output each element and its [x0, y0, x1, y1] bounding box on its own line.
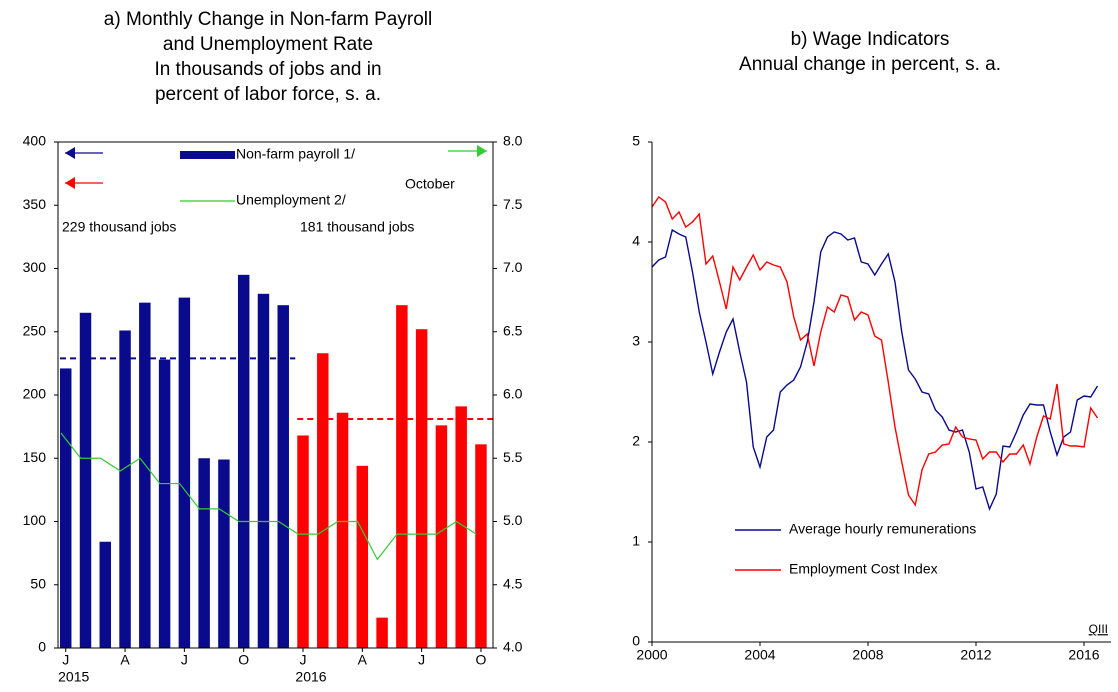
x-end-label: QIII	[1089, 622, 1108, 636]
bar	[336, 412, 349, 648]
legend-label: Unemployment 2/	[236, 192, 346, 208]
bar	[257, 293, 270, 648]
legend-swatch	[180, 151, 235, 159]
chart-title: a) Monthly Change in Non-farm Payroll	[104, 9, 432, 30]
bar	[178, 297, 191, 648]
arrow-head	[477, 145, 487, 157]
bar	[158, 359, 171, 648]
x-tick-label: 2004	[744, 647, 775, 663]
y2-tick-label: 6.0	[503, 386, 523, 402]
x-tick-label: 2000	[636, 647, 667, 663]
bar	[119, 330, 131, 648]
annotation: October	[405, 176, 455, 192]
y2-tick-label: 8.0	[503, 133, 523, 149]
legend-label: Non-farm payroll 1/	[236, 146, 355, 162]
axes	[651, 142, 1111, 643]
x-tick-label: A	[358, 652, 368, 668]
bar	[218, 459, 230, 648]
plot-frame	[57, 141, 494, 649]
y-tick-label: 5	[632, 133, 640, 149]
x-year-label: 2015	[58, 669, 89, 685]
x-tick-label: J	[62, 652, 69, 668]
y2-tick-label: 7.0	[503, 259, 523, 275]
y-tick-label: 1	[632, 533, 640, 549]
average-label: 181 thousand jobs	[300, 219, 414, 235]
x-tick-label: 2016	[1068, 647, 1099, 663]
bar	[198, 458, 210, 648]
bar	[79, 312, 92, 648]
y-tick-label: 2	[632, 433, 640, 449]
x-tick-label: A	[120, 652, 130, 668]
x-tick-label: J	[418, 652, 425, 668]
x-tick-label: O	[476, 652, 487, 668]
chart-title: and Unemployment Rate	[163, 34, 373, 55]
line	[651, 228, 1099, 511]
y-tick-label: 350	[23, 196, 47, 212]
arrow-head	[65, 147, 75, 159]
y-tick-label: 50	[30, 575, 46, 591]
y-tick-label: 0	[38, 639, 46, 655]
bar	[60, 368, 72, 648]
chart-subtitle: percent of labor force, s. a.	[155, 84, 381, 105]
y-tick-label: 300	[23, 259, 47, 275]
line	[60, 432, 477, 561]
x-year-label: 2016	[295, 669, 326, 685]
bar	[475, 444, 487, 648]
y2-tick-label: 5.5	[503, 449, 523, 465]
y-tick-label: 100	[23, 512, 47, 528]
chart-subtitle: In thousands of jobs and in	[154, 59, 381, 80]
bar	[317, 353, 329, 648]
bar	[435, 425, 448, 648]
x-tick-label: 2008	[852, 647, 883, 663]
bar	[376, 617, 388, 648]
y-tick-label: 200	[23, 386, 47, 402]
bar	[455, 406, 467, 648]
bar	[297, 435, 309, 648]
y-tick-label: 4	[632, 233, 640, 249]
x-tick-label: J	[300, 652, 307, 668]
average-label: 229 thousand jobs	[62, 219, 176, 235]
bar	[356, 465, 369, 648]
bar	[277, 305, 289, 648]
x-tick-label: 2012	[960, 647, 991, 663]
y2-tick-label: 7.5	[503, 196, 523, 212]
y-tick-label: 250	[23, 322, 47, 338]
bar	[415, 329, 428, 648]
bar	[237, 274, 250, 648]
y2-tick-label: 5.0	[503, 512, 523, 528]
chart-title: b) Wage Indicators	[791, 29, 950, 50]
x-tick-label: O	[238, 652, 249, 668]
y-tick-label: 3	[632, 333, 640, 349]
y-tick-label: 400	[23, 133, 47, 149]
bar	[99, 541, 112, 648]
x-tick-label: J	[181, 652, 188, 668]
legend-label: Average hourly remunerations	[789, 521, 976, 537]
y2-tick-label: 6.5	[503, 322, 523, 338]
line	[651, 196, 1099, 507]
bar	[139, 302, 151, 648]
y-tick-label: 150	[23, 449, 47, 465]
y2-tick-label: 4.5	[503, 575, 523, 591]
arrow-head	[65, 177, 75, 189]
legend-label: Employment Cost Index	[789, 561, 938, 577]
bar	[396, 305, 408, 648]
y2-tick-label: 4.0	[503, 639, 523, 655]
y-tick-label: 0	[632, 633, 640, 649]
chart-title: Annual change in percent, s. a.	[739, 54, 1001, 75]
